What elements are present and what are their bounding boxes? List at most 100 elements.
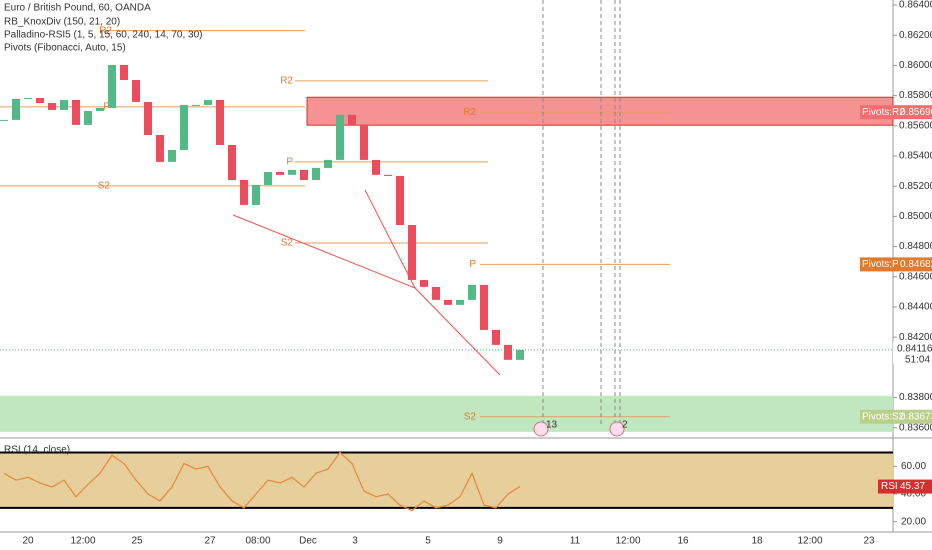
event-icon bbox=[533, 421, 549, 437]
candle bbox=[384, 174, 392, 176]
candle bbox=[48, 102, 56, 110]
candle bbox=[288, 169, 296, 175]
candle bbox=[492, 329, 500, 345]
pivot-label: P bbox=[286, 157, 293, 168]
candle bbox=[468, 284, 476, 300]
candle bbox=[372, 159, 380, 175]
candle bbox=[72, 99, 80, 125]
candle bbox=[432, 286, 440, 300]
divergence-line bbox=[364, 189, 416, 289]
y-tick-label: 0.86000 bbox=[899, 60, 932, 71]
candle bbox=[312, 167, 320, 180]
candle bbox=[204, 99, 212, 105]
x-tick-label: 16 bbox=[677, 536, 689, 547]
candle bbox=[168, 149, 176, 162]
x-tick-label: 08:00 bbox=[245, 536, 270, 547]
x-tick-label: 5 bbox=[425, 536, 431, 547]
y-tick-label: 0.86200 bbox=[899, 30, 932, 41]
candle bbox=[36, 98, 44, 103]
plot: R2 P S2 R2 P S2 R2 P S2 bbox=[0, 0, 894, 512]
y-tick-label: 0.83600 bbox=[899, 422, 932, 433]
candle bbox=[360, 124, 368, 160]
candle bbox=[516, 349, 524, 360]
candle bbox=[228, 144, 236, 180]
candle bbox=[192, 104, 200, 106]
x-tick-label: 3 bbox=[352, 536, 358, 547]
pivot-label: R2 bbox=[280, 76, 293, 87]
event-count: 2 bbox=[622, 420, 628, 431]
x-tick-label: 25 bbox=[131, 536, 143, 547]
last-price-label: 0.84116 bbox=[897, 344, 932, 355]
indicator-label: RB_KnoxDiv (150, 21, 20) bbox=[4, 17, 120, 28]
rsi-badge-name: RSI bbox=[881, 481, 898, 492]
y-tick-label: 0.83800 bbox=[899, 392, 932, 403]
x-tick-label: 18 bbox=[751, 536, 763, 547]
candle bbox=[96, 107, 104, 111]
candle bbox=[408, 224, 416, 280]
candle bbox=[336, 114, 344, 160]
candle bbox=[108, 64, 116, 108]
y-tick-label: 0.85800 bbox=[899, 90, 932, 101]
event-icon bbox=[609, 421, 625, 437]
x-tick-label: 20 bbox=[22, 536, 34, 547]
zone bbox=[306, 96, 894, 126]
divergence-line bbox=[414, 287, 501, 376]
candle bbox=[324, 159, 332, 168]
y-tick-label: 40.00 bbox=[901, 489, 926, 500]
y-tick-label: 20.00 bbox=[901, 516, 926, 527]
candle bbox=[132, 80, 140, 102]
y-tick-label: 60.00 bbox=[901, 461, 926, 472]
x-tick-label: 12:00 bbox=[797, 536, 822, 547]
symbol-title: Euro / British Pound, 60, OANDA bbox=[4, 3, 151, 14]
pivot-label: P bbox=[469, 259, 476, 270]
x-tick-label: 9 bbox=[497, 536, 503, 547]
y-tick-label: 0.85000 bbox=[899, 211, 932, 222]
candle bbox=[264, 171, 272, 185]
axis-badge-value: 0.85690 bbox=[900, 107, 932, 118]
x-tick-label: 12:00 bbox=[70, 536, 95, 547]
candle bbox=[24, 98, 32, 100]
pivot-label: S2 bbox=[464, 411, 477, 422]
y-tick-label: 0.86400 bbox=[899, 0, 932, 11]
y-tick-label: 0.84400 bbox=[899, 302, 932, 313]
candle bbox=[84, 110, 92, 125]
pivot-label: P bbox=[103, 102, 110, 113]
rsi-badge bbox=[878, 479, 932, 494]
y-tick-label: 0.85400 bbox=[899, 151, 932, 162]
candle bbox=[216, 99, 224, 145]
candle bbox=[240, 179, 248, 205]
x-tick-label: 27 bbox=[204, 536, 216, 547]
candle bbox=[396, 175, 404, 225]
candle bbox=[180, 104, 188, 150]
event-count: 13 bbox=[546, 420, 558, 431]
rsi-badge-value: 45.37 bbox=[900, 481, 925, 492]
candle bbox=[504, 344, 512, 360]
pivot-label: S2 bbox=[98, 181, 111, 192]
pivot-label: R2 bbox=[463, 107, 476, 118]
indicator-label: Pivots (Fibonacci, Auto, 15) bbox=[4, 43, 126, 54]
zone bbox=[0, 395, 893, 432]
candle bbox=[480, 284, 488, 330]
candle bbox=[420, 279, 428, 287]
axis-badge-name: Pivots:P bbox=[862, 259, 899, 270]
axis-badge bbox=[860, 257, 932, 272]
x-tick-label: 12:00 bbox=[615, 536, 640, 547]
pivot-label: S2 bbox=[281, 238, 294, 249]
candle bbox=[456, 299, 464, 305]
axis-badge bbox=[860, 409, 932, 424]
axis-badge-value: 0.84682 bbox=[900, 259, 932, 270]
y-tick-label: 0.85200 bbox=[899, 181, 932, 192]
countdown: 51:04 bbox=[905, 355, 930, 366]
candle bbox=[276, 171, 284, 175]
x-tick-label: Dec bbox=[299, 536, 317, 547]
rsi-title: RSI (14, close) bbox=[4, 445, 70, 456]
candle bbox=[0, 119, 8, 121]
y-tick-label: 0.84200 bbox=[899, 332, 932, 343]
candle bbox=[120, 64, 128, 81]
candle bbox=[348, 114, 356, 125]
candle bbox=[144, 101, 152, 135]
axis-badge-name: Pivots:R2 bbox=[862, 107, 905, 118]
candle bbox=[12, 98, 20, 120]
axis-badge-name: Pivots:S2 bbox=[862, 411, 905, 422]
